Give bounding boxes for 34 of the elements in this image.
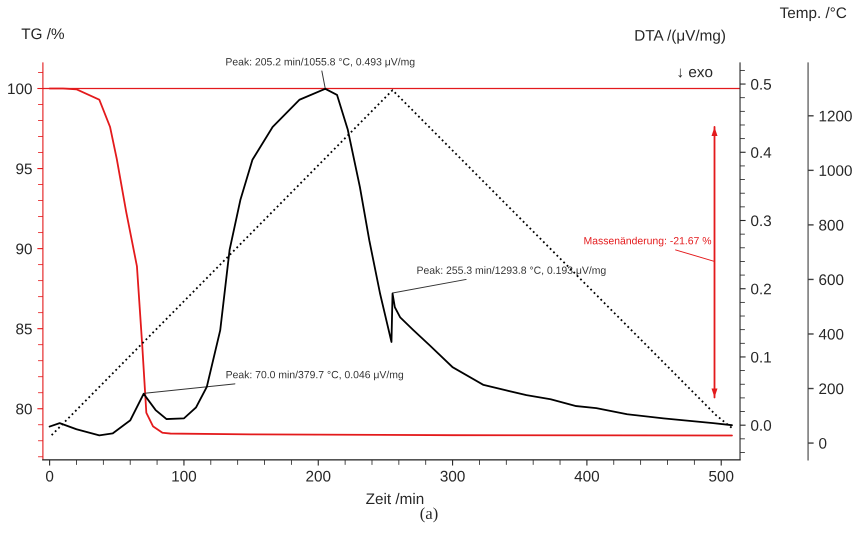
- y2-tick-label: 0.5: [751, 78, 772, 90]
- y-tick-label: 80: [16, 404, 32, 414]
- y2-tick-label: 0.3: [751, 215, 772, 226]
- y2-tick-label: 0.1: [751, 352, 771, 363]
- y3-tick-label: 600: [819, 274, 844, 286]
- x-tick-label: 200: [306, 470, 330, 482]
- y-tick-label: 100: [8, 83, 32, 94]
- x-tick-label: 0: [46, 470, 54, 482]
- y-tick-label: 95: [16, 163, 32, 174]
- text: (a): [420, 507, 438, 522]
- y3-tick-label: 0: [819, 438, 826, 449]
- x-tick-label: 500: [709, 470, 734, 482]
- y3-tick-label: 1200: [820, 110, 852, 122]
- y2-tick-label: 0.0: [751, 420, 772, 431]
- y-axis-title: TG /%: [22, 28, 64, 40]
- y3-tick-label: 1000: [820, 165, 852, 176]
- y3-tick-label: 400: [818, 328, 844, 340]
- y2-tick-label: 0.2: [751, 284, 771, 294]
- y-tick-label: 90: [16, 243, 32, 254]
- x-axis-title: Zeit /min: [366, 492, 424, 504]
- annotation: Peak: 255.3 min/1293.8 °C, 0.193 μV/mg: [417, 266, 606, 276]
- annotation: Peak: 205.2 min/1055.8 °C, 0.493 μV/mg: [226, 58, 414, 68]
- y3-tick-label: 800: [819, 220, 844, 231]
- annotation: ↓ exo: [678, 68, 712, 78]
- y2-tick-label: 0.4: [751, 147, 772, 158]
- y-tick-label: 85: [16, 324, 32, 334]
- x-tick-label: 400: [574, 470, 600, 482]
- y3-axis-title: Temp. /°C: [780, 6, 846, 22]
- x-tick-label: 100: [172, 470, 196, 482]
- x-tick-label: 300: [440, 470, 465, 482]
- y2-axis-title: DTA /(μV/mg): [635, 30, 725, 44]
- annotation: Massenänderung: -21.67 %: [584, 236, 712, 246]
- y3-tick-label: 200: [819, 383, 844, 394]
- annotation: Peak: 70.0 min/379.7 °C, 0.046 μV/mg: [226, 370, 404, 380]
